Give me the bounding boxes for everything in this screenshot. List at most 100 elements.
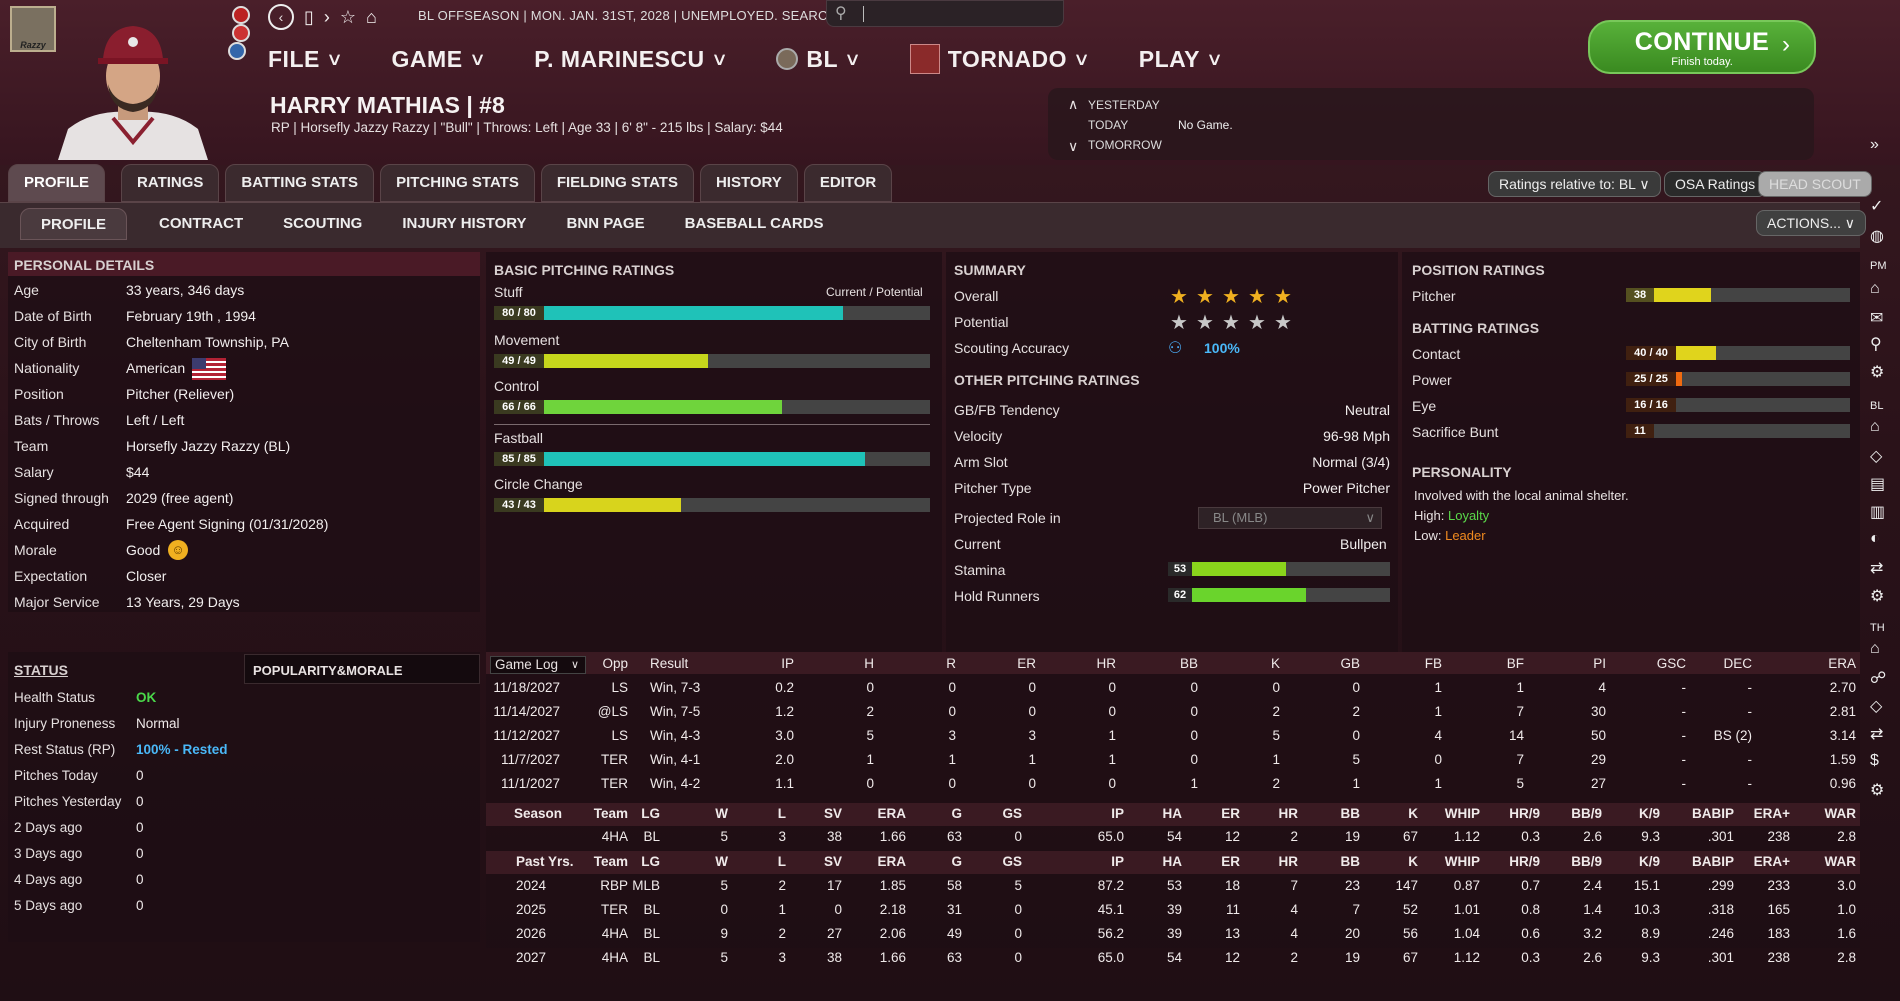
search-input[interactable]: ⚲ xyxy=(826,0,1064,27)
gear-icon[interactable]: ⚙ xyxy=(1870,588,1885,605)
diamond-icon[interactable]: ◇ xyxy=(1870,448,1883,465)
home-icon[interactable]: ⌂ xyxy=(1870,280,1880,297)
subtab-baseball-cards[interactable]: BASEBALL CARDS xyxy=(684,215,824,232)
chevron-down-icon[interactable]: ∨ xyxy=(1068,138,1079,154)
past-cell: 27 xyxy=(826,926,842,941)
dollar-icon[interactable]: $ xyxy=(1870,752,1879,769)
game-log-cell: TER xyxy=(601,752,628,767)
season-cell: 63 xyxy=(946,829,962,844)
tab-history[interactable]: HISTORY xyxy=(699,164,798,202)
season-cell: 38 xyxy=(826,829,842,844)
game-log-cell: 1.1 xyxy=(775,776,794,791)
tab-profile[interactable]: PROFILE xyxy=(8,164,106,202)
mail-icon[interactable]: ✉ xyxy=(1870,310,1884,327)
game-log-cell: 5 xyxy=(1272,728,1280,743)
menu-game[interactable]: GAME ∨ xyxy=(391,45,487,72)
game-log-dropdown[interactable]: Game Log ∨ xyxy=(490,656,586,674)
osa-ratings-toggle[interactable]: OSA Ratings xyxy=(1664,171,1767,197)
past-cell: 3.2 xyxy=(1583,926,1602,941)
pitch-rating-value: 85 / 85 xyxy=(494,452,544,466)
chart-icon[interactable]: ▥ xyxy=(1870,504,1886,521)
chevron-up-icon[interactable]: ∧ xyxy=(1068,96,1079,112)
swap-icon[interactable]: ⇄ xyxy=(1870,560,1884,577)
past-header-cell: G xyxy=(951,854,962,869)
globe-icon[interactable]: ◍ xyxy=(1870,228,1884,245)
tab-pitching-stats[interactable]: PITCHING STATS xyxy=(380,164,535,202)
game-log-cell: 1 xyxy=(948,752,956,767)
team-logo[interactable]: Razzy xyxy=(10,6,56,52)
past-header-cell: WAR xyxy=(1824,854,1857,869)
chevron-right-icon[interactable]: » xyxy=(1870,136,1879,153)
ball-icon[interactable]: ◐ xyxy=(1870,530,1880,547)
tab-fielding-stats[interactable]: FIELDING STATS xyxy=(540,164,694,202)
past-cell: 2025 xyxy=(516,902,547,917)
game-log-cell: 3.14 xyxy=(1829,728,1856,743)
batting-rating-label: Power xyxy=(1412,372,1452,388)
season-cell: 1.66 xyxy=(879,829,906,844)
menu-file[interactable]: FILE ∨ xyxy=(268,45,344,72)
subtab-injury-history[interactable]: INJURY HISTORY xyxy=(402,215,527,232)
gear-icon[interactable]: ⚙ xyxy=(1870,782,1885,799)
forward-icon[interactable]: › xyxy=(323,6,330,27)
home-icon[interactable]: ⌂ xyxy=(1870,418,1880,435)
past-cell: 9 xyxy=(720,926,728,941)
subtab-contract[interactable]: CONTRACT xyxy=(159,215,244,232)
game-log-cell: BS (2) xyxy=(1713,728,1752,743)
menu-play[interactable]: PLAY ∨ xyxy=(1138,45,1224,72)
past-cell: 87.2 xyxy=(1097,878,1124,893)
status-line[interactable]: BL OFFSEASON | MON. JAN. 31ST, 2028 | UN… xyxy=(418,8,888,23)
diamond-icon[interactable]: ◇ xyxy=(1870,698,1883,715)
season-header-bg xyxy=(486,803,1860,826)
game-log-cell: 30 xyxy=(1590,704,1606,719)
game-log-cell: - xyxy=(1747,680,1753,695)
status-value: 0 xyxy=(136,768,144,783)
league-icons[interactable] xyxy=(228,6,254,60)
menu-team[interactable]: TORNADO ∨ xyxy=(909,44,1090,74)
game-log-cell: 0 xyxy=(1108,680,1116,695)
ratings-relative-dropdown[interactable]: Ratings relative to: BL ∨ xyxy=(1488,171,1661,197)
home-icon[interactable]: ⌂ xyxy=(1870,640,1880,657)
game-log-cell: - xyxy=(1681,680,1687,695)
season-header-cell: IP xyxy=(1111,806,1124,821)
continue-button[interactable]: CONTINUE Finish today. › xyxy=(1588,20,1816,74)
people-icon[interactable]: ☍ xyxy=(1870,670,1887,687)
gear-icon[interactable]: ⚙ xyxy=(1870,364,1885,381)
pitching-title: BASIC PITCHING RATINGS xyxy=(494,262,675,278)
game-log-cell: 1 xyxy=(1272,752,1280,767)
chevron-down-icon: ∨ xyxy=(1844,215,1856,231)
tab-ratings[interactable]: RATINGS xyxy=(121,164,220,202)
check-icon[interactable]: ✓ xyxy=(1870,198,1884,215)
news-icon[interactable]: ▤ xyxy=(1870,476,1886,493)
tab-editor[interactable]: EDITOR xyxy=(803,164,893,202)
swap-icon[interactable]: ⇄ xyxy=(1870,726,1884,743)
tab-batting-stats[interactable]: BATTING STATS xyxy=(225,164,375,202)
star-icon[interactable]: ☆ xyxy=(339,6,357,27)
past-header-cell: BB xyxy=(1340,854,1361,869)
past-cell: 2024 xyxy=(516,878,547,893)
other-rating-value: Neutral xyxy=(1344,402,1390,418)
past-cell: 2 xyxy=(778,878,786,893)
status-tab[interactable]: STATUS xyxy=(14,662,68,678)
game-log-cell: 0 xyxy=(948,776,956,791)
subtab-bnn-page[interactable]: BNN PAGE xyxy=(566,215,645,232)
star-empty-icon: ★ xyxy=(1222,312,1240,334)
past-cell: 233 xyxy=(1767,878,1790,893)
personality-text: Involved with the local animal shelter. xyxy=(1414,488,1629,503)
projected-league-dropdown[interactable]: BL (MLB) ∨ xyxy=(1198,507,1382,529)
search-icon[interactable]: ⚲ xyxy=(1870,336,1882,353)
player-info: RP | Horsefly Jazzy Razzy | "Bull" | Thr… xyxy=(271,120,783,135)
popularity-morale-tab[interactable]: POPULARITY&MORALE xyxy=(244,654,480,684)
status-label: 2 Days ago xyxy=(14,820,83,835)
subtab-profile[interactable]: PROFILE xyxy=(20,208,128,240)
pitch-rating-fill xyxy=(494,306,843,320)
head-scout-toggle[interactable]: HEAD SCOUT xyxy=(1758,171,1872,197)
past-cell: 183 xyxy=(1767,926,1790,941)
home-icon[interactable]: ⌂ xyxy=(366,6,377,27)
subtab-scouting[interactable]: SCOUTING xyxy=(283,215,363,232)
back-icon[interactable]: ‹ xyxy=(268,4,294,30)
menu-manager[interactable]: P. MARINESCU ∨ xyxy=(534,45,729,72)
actions-dropdown[interactable]: ACTIONS... ∨ xyxy=(1756,210,1867,236)
personal-value: 33 years, 346 days xyxy=(126,282,245,298)
menu-league[interactable]: BL ∨ xyxy=(776,46,861,73)
page-icon[interactable]: ▯ xyxy=(304,6,314,27)
